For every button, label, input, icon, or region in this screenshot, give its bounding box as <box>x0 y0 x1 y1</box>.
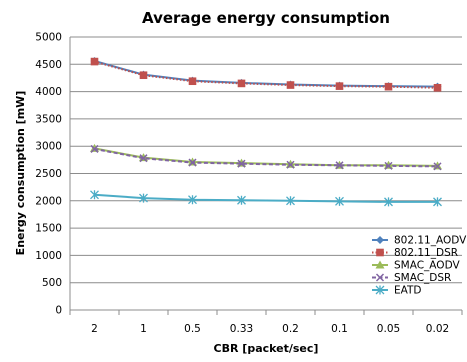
x-tick-label: 0.5 <box>184 323 201 335</box>
y-tick-label: 500 <box>42 277 62 289</box>
legend-marker <box>375 273 385 282</box>
data-point <box>90 190 99 200</box>
data-point <box>433 162 442 171</box>
legend-label: SMAC_DSR <box>394 272 451 284</box>
data-point <box>286 196 295 206</box>
legend-label: 802.11_DSR <box>394 247 458 259</box>
data-point <box>433 83 442 92</box>
x-axis-label: CBR [packet/sec] <box>214 342 319 355</box>
y-tick-label: 3500 <box>35 113 62 125</box>
data-point <box>335 161 344 170</box>
legend-label: EATD <box>394 285 422 297</box>
chart-title: Average energy consumption <box>142 9 390 27</box>
data-point <box>286 81 295 89</box>
legend-entry: 802.11_DSR <box>372 247 458 259</box>
x-tick-label: 2 <box>91 323 98 335</box>
y-tick-label: 4500 <box>35 59 62 71</box>
data-point <box>286 160 295 169</box>
legend-marker <box>375 260 385 269</box>
y-tick-label: 4000 <box>35 86 62 98</box>
legend-entry: SMAC_AODV <box>372 260 460 272</box>
series-eatd <box>90 190 442 207</box>
data-point <box>139 71 148 80</box>
y-tick-label: 2000 <box>35 195 62 207</box>
series-802-11-dsr <box>90 57 442 92</box>
x-tick-label: 0.33 <box>230 323 253 335</box>
data-point <box>384 82 393 91</box>
data-point <box>335 196 344 206</box>
data-point <box>90 144 99 153</box>
series-smac-dsr <box>90 144 442 171</box>
y-tick-label: 0 <box>55 305 62 317</box>
y-tick-label: 1000 <box>35 250 62 262</box>
axes: 0 500 1000 1500 2000 2500 3000 3500 4000 4500 5000… <box>35 32 463 335</box>
y-tick-label: 1500 <box>35 223 62 235</box>
legend-marker <box>376 248 384 257</box>
legend-entry: EATD <box>372 285 422 297</box>
y-tick-label: 3000 <box>35 141 62 153</box>
x-tick-label: 0.05 <box>377 323 400 335</box>
x-tick-label: 1 <box>140 323 147 335</box>
data-point <box>188 77 197 86</box>
series-line <box>94 60 438 89</box>
data-point <box>335 82 344 90</box>
series-line <box>94 147 438 168</box>
y-tick-label: 5000 <box>35 32 62 44</box>
legend-marker <box>375 285 385 295</box>
data-point <box>188 195 197 205</box>
data-point <box>237 79 246 88</box>
data-point <box>384 161 393 170</box>
legend-label: 802.11_AODV <box>394 235 467 247</box>
data-point <box>237 159 246 168</box>
data-point <box>139 193 148 203</box>
legend-entry: SMAC_DSR <box>372 272 451 284</box>
y-axis-label: Energy consumption [mW] <box>14 91 27 256</box>
data-point <box>433 197 442 207</box>
legend-label: SMAC_AODV <box>394 260 460 272</box>
legend-entry: 802.11_AODV <box>372 235 467 247</box>
series-group <box>90 57 442 207</box>
data-point <box>237 195 246 205</box>
y-tick-label: 2500 <box>35 168 62 180</box>
series-line <box>94 193 438 203</box>
data-point <box>90 57 99 66</box>
data-point <box>188 158 197 167</box>
data-point <box>139 154 148 163</box>
x-tick-label: 0.2 <box>282 323 299 335</box>
x-tick-label: 0.1 <box>331 323 348 335</box>
legend-marker <box>376 236 384 244</box>
legend: 802.11_AODV802.11_DSRSMAC_AODVSMAC_DSREA… <box>372 235 467 297</box>
data-point <box>384 197 393 207</box>
x-tick-label: 0.02 <box>426 323 449 335</box>
